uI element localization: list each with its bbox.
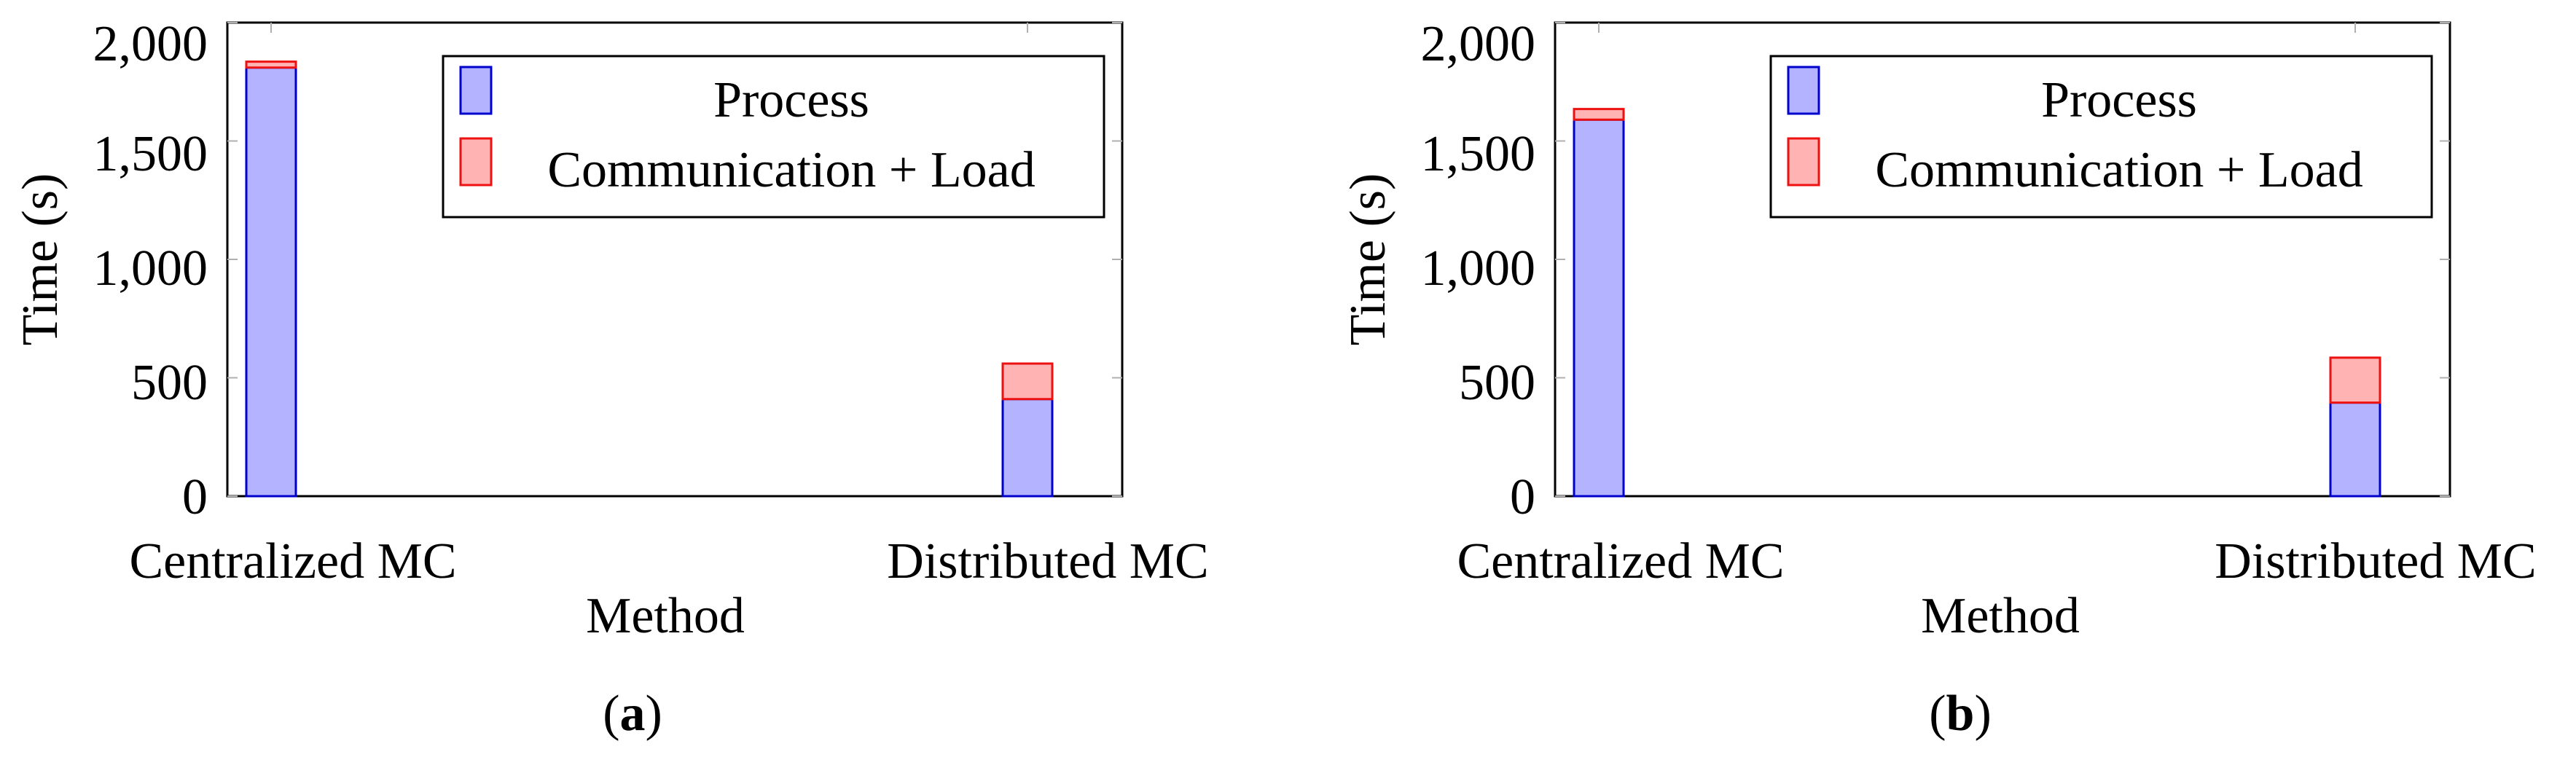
bars-a	[245, 60, 1054, 498]
legend-box	[1769, 55, 2433, 219]
bar-process	[1573, 118, 1625, 498]
xtick-label: Centralized MC	[129, 533, 456, 589]
bar-process	[245, 66, 297, 498]
legend-b: Process Communication + Load	[1769, 55, 2433, 219]
ytick-label: 2,000	[93, 16, 208, 72]
caption-a: (a)	[603, 686, 662, 742]
legend-swatch-process	[459, 66, 493, 115]
legend-swatch-comm	[459, 137, 493, 187]
xtick-label: Centralized MC	[1457, 533, 1784, 589]
ytick-label: 1,000	[1421, 240, 1536, 297]
bar-process	[1001, 398, 1054, 498]
caption-open: (	[1929, 686, 1946, 742]
legend-swatch-comm	[1787, 137, 1820, 187]
ytick-label: 1,500	[93, 126, 208, 182]
legend-a: Process Communication + Load	[442, 55, 1105, 219]
caption-close: )	[1974, 686, 1991, 742]
xtick-label: Distributed MC	[887, 533, 1208, 589]
y-axis-label: Time (s)	[12, 173, 68, 346]
caption-letter: a	[620, 686, 646, 742]
y-axis-label: Time (s)	[1340, 173, 1396, 346]
legend-label-process: Process	[2041, 72, 2197, 128]
x-axis-label: Method	[586, 588, 745, 644]
ytick-label: 500	[1459, 355, 1535, 411]
xtick-label: Distributed MC	[2215, 533, 2536, 589]
caption-letter: b	[1946, 686, 1975, 742]
caption-open: (	[603, 686, 619, 742]
ytick-label: 0	[182, 469, 208, 525]
bar-communication-load	[1573, 108, 1625, 121]
bar-communication-load	[1001, 362, 1054, 401]
bar-communication-load	[2329, 356, 2381, 404]
ytick-label: 1,500	[1421, 126, 1536, 182]
chart-panel-b: 0 500 1,000 1,500 2,000 Centralized MC D…	[1340, 16, 2537, 742]
caption-b: (b)	[1929, 686, 1992, 742]
bar-communication-load	[245, 60, 297, 69]
ytick-label: 2,000	[1421, 16, 1536, 72]
ytick-label: 1,000	[93, 240, 208, 297]
ytick-label: 0	[1510, 469, 1535, 525]
legend-box	[442, 55, 1105, 219]
bar-process	[2329, 401, 2381, 498]
legend-swatch-process	[1787, 66, 1820, 115]
chart-panel-a: 0 500 1,000 1,500 2,000 Centralized MC D…	[12, 16, 1209, 742]
legend-label-process: Process	[713, 72, 869, 128]
legend-label-comm: Communication + Load	[1875, 142, 2362, 198]
ytick-label: 500	[131, 355, 208, 411]
bars-b	[1573, 108, 2381, 498]
x-axis-label: Method	[1921, 588, 2080, 644]
caption-close: )	[646, 686, 662, 742]
legend-label-comm: Communication + Load	[547, 142, 1035, 198]
